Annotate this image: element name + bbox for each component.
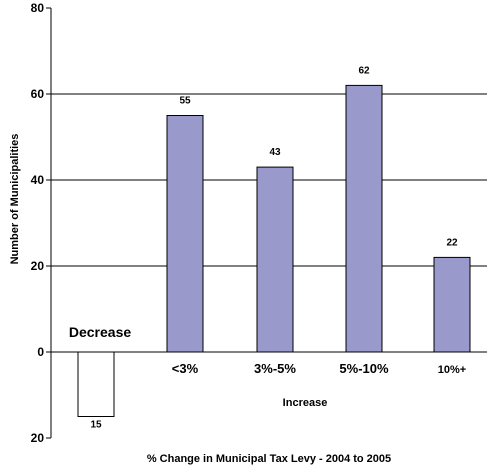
x-axis-title: % Change in Municipal Tax Levy - 2004 to… (147, 453, 391, 465)
category-label: 10%+ (438, 364, 466, 376)
bar (77, 351, 115, 417)
y-tick-label: 20 (31, 259, 45, 273)
category-label: <3% (172, 361, 199, 376)
y-tick-label: 60 (31, 87, 45, 101)
data-label: 15 (90, 420, 102, 431)
y-tick-label: 80 (31, 1, 45, 15)
increase-annotation: Increase (283, 397, 328, 409)
y-tick-label: 40 (31, 173, 45, 187)
category-label: 5%-10% (339, 361, 389, 376)
data-label: 62 (358, 65, 370, 76)
data-label: 55 (179, 96, 191, 107)
data-label: 22 (446, 237, 458, 248)
bar (345, 84, 383, 353)
data-label: 43 (269, 147, 281, 158)
bar (256, 166, 294, 353)
y-axis-title: Number of Municipalities (9, 134, 21, 265)
axes (46, 7, 52, 439)
bar (433, 256, 471, 353)
y-tick-label: 0 (37, 345, 44, 359)
decrease-annotation: Decrease (69, 324, 131, 340)
bars (77, 84, 471, 417)
bar (166, 115, 204, 353)
y-tick-label: 20 (31, 431, 45, 445)
labels: 80 60 40 20 0 20 15 55 <3% 43 3%-5% 62 5%-10% 22 10%+ (31, 1, 467, 445)
category-label: 3%-5% (254, 361, 296, 376)
